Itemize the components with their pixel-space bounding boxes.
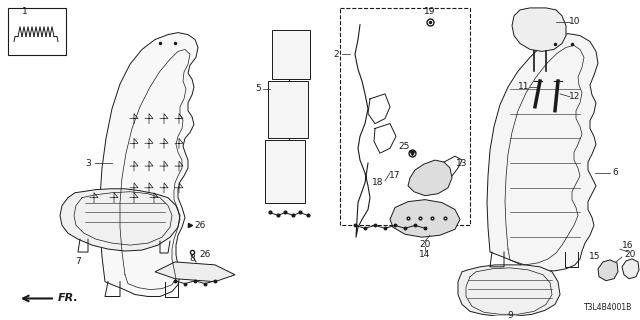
Text: 16: 16	[622, 241, 634, 250]
Bar	[8, 8, 66, 55]
Polygon shape	[390, 200, 460, 237]
Text: 20: 20	[419, 240, 431, 249]
Text: 20: 20	[624, 251, 636, 260]
Text: 1: 1	[22, 7, 28, 16]
Polygon shape	[622, 259, 639, 279]
Polygon shape	[265, 140, 305, 203]
Polygon shape	[487, 34, 598, 271]
Text: 10: 10	[569, 17, 580, 26]
Polygon shape	[60, 189, 180, 251]
Text: 15: 15	[589, 252, 601, 261]
Text: 5: 5	[255, 84, 261, 93]
Text: 7: 7	[75, 257, 81, 267]
Text: FR.: FR.	[58, 293, 79, 303]
Polygon shape	[458, 265, 560, 316]
Text: 11: 11	[518, 83, 530, 92]
Polygon shape	[598, 260, 618, 281]
Polygon shape	[408, 160, 452, 196]
Text: 25: 25	[398, 142, 410, 151]
Text: 26: 26	[195, 221, 205, 230]
Text: T3L4B4001B: T3L4B4001B	[584, 303, 632, 312]
Text: 12: 12	[570, 92, 580, 101]
Bar	[340, 8, 470, 225]
Polygon shape	[272, 30, 310, 79]
Text: 14: 14	[419, 251, 431, 260]
Text: 9: 9	[507, 311, 513, 320]
Text: 8: 8	[189, 254, 195, 263]
Polygon shape	[512, 8, 566, 52]
Text: 6: 6	[612, 168, 618, 178]
Text: 2: 2	[333, 50, 339, 59]
Text: 3: 3	[85, 159, 91, 168]
Text: 17: 17	[389, 172, 401, 180]
Text: 26: 26	[199, 251, 211, 260]
Polygon shape	[100, 33, 198, 297]
Text: 13: 13	[456, 159, 468, 168]
Text: 19: 19	[424, 7, 436, 16]
Polygon shape	[155, 262, 235, 282]
Polygon shape	[268, 81, 308, 138]
Text: 18: 18	[372, 178, 384, 187]
